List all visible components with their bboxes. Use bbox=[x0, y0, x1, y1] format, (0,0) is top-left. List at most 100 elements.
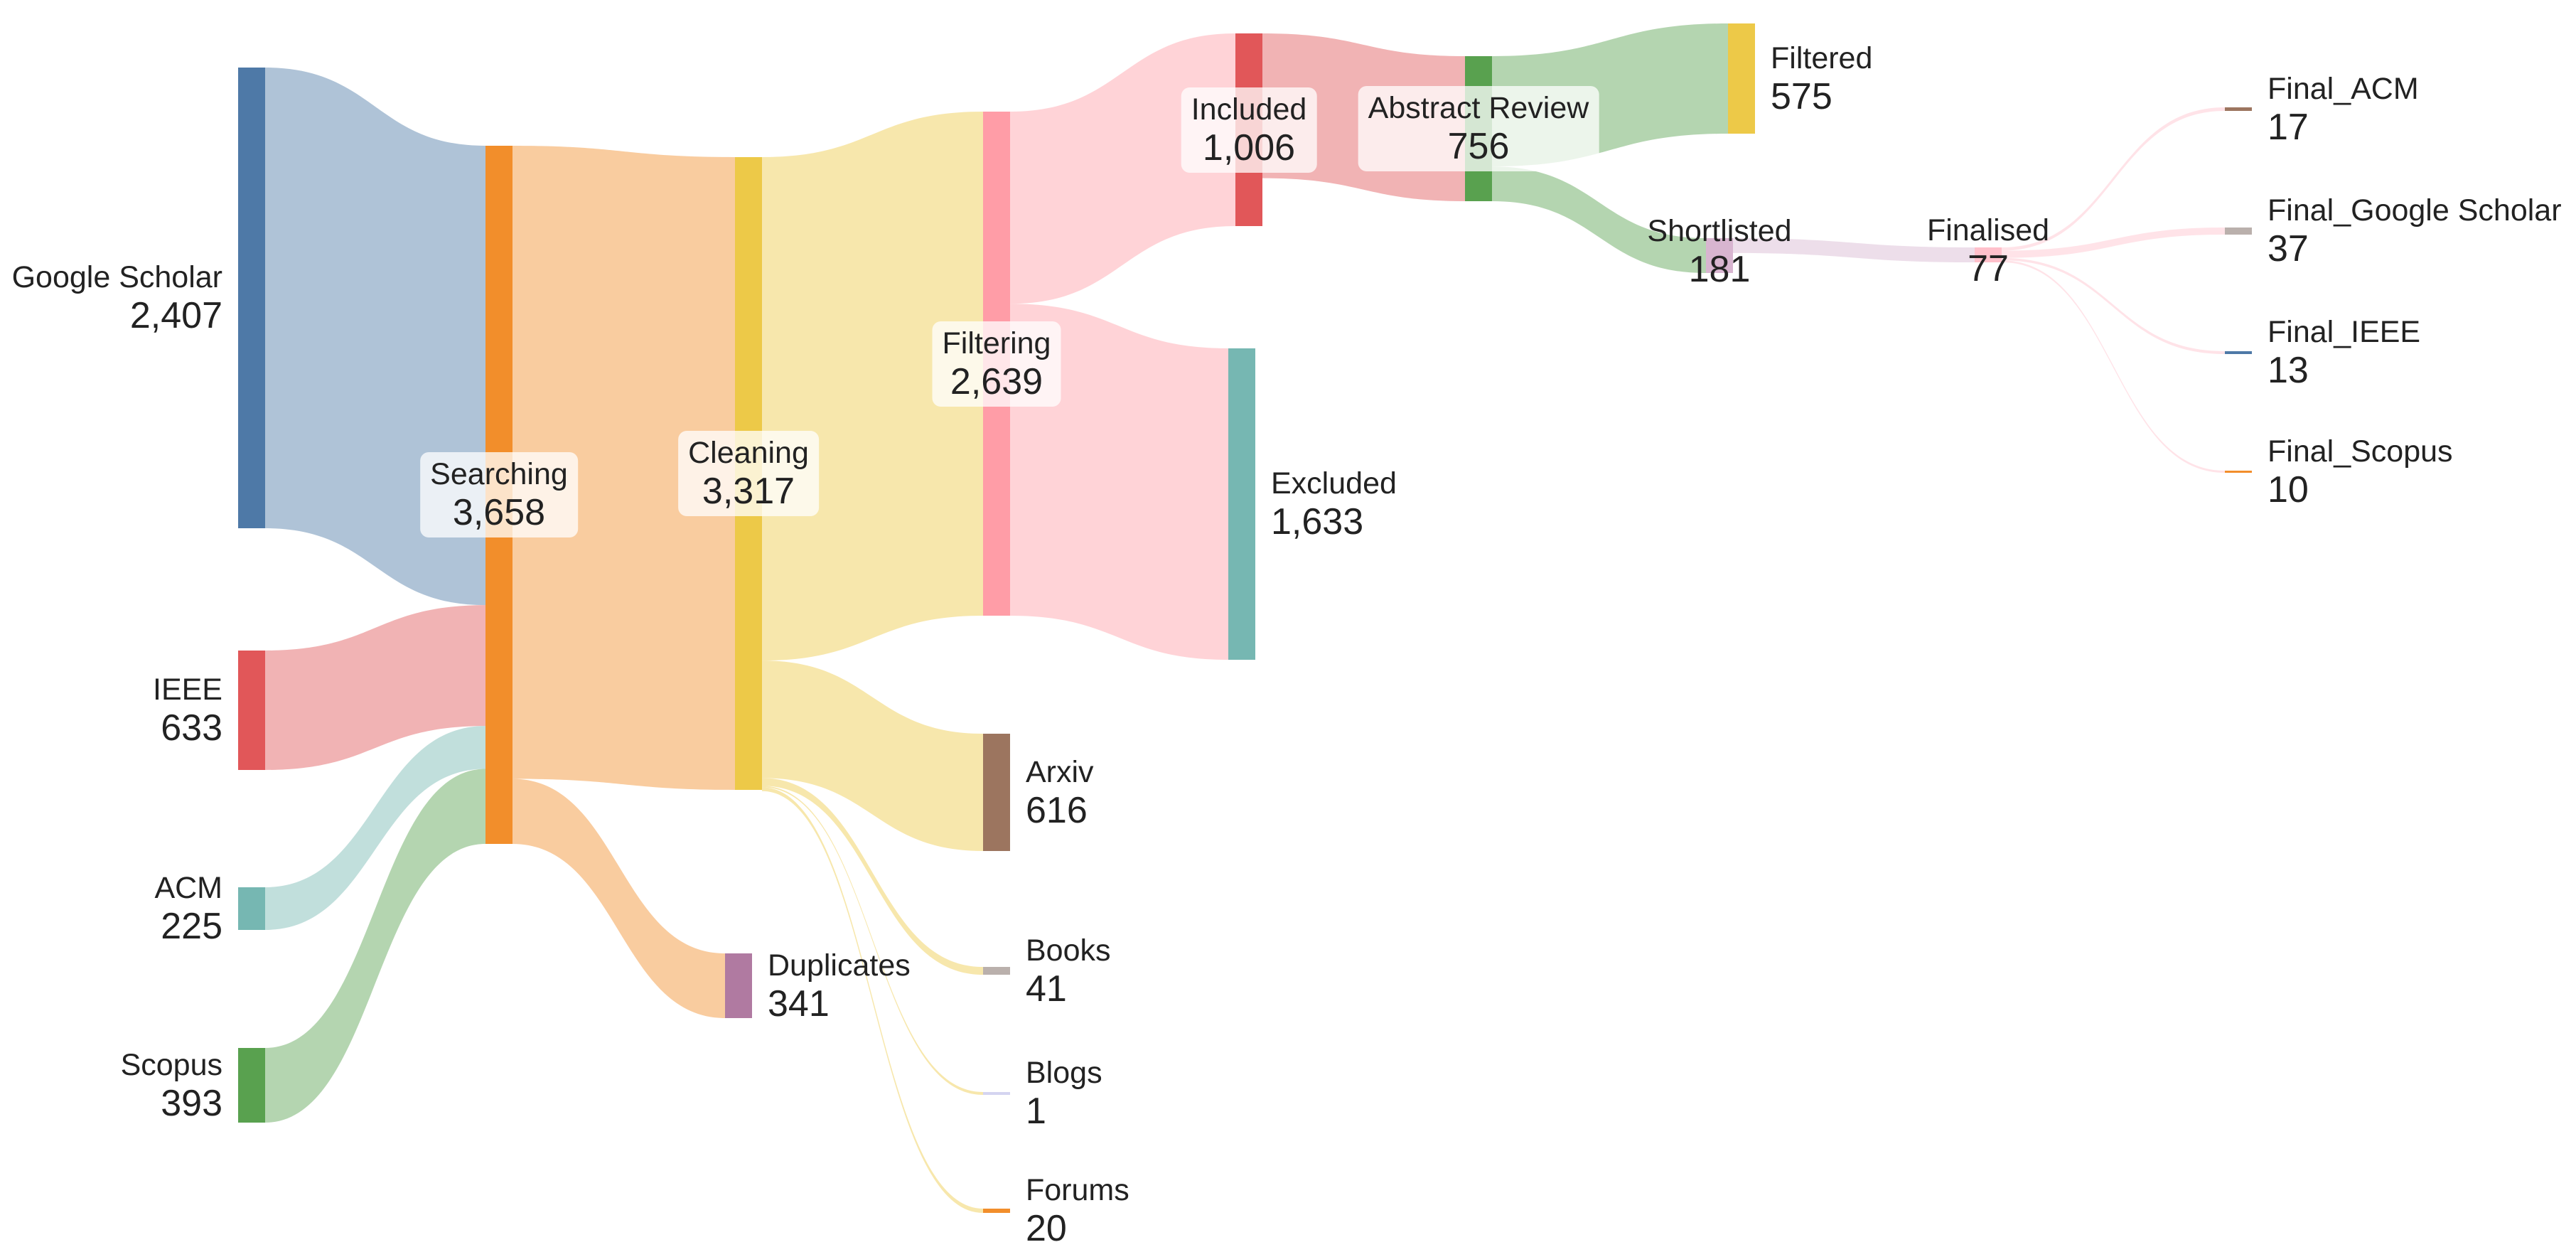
node-excluded[interactable] bbox=[1228, 348, 1255, 660]
node-count: 393 bbox=[161, 1082, 222, 1124]
node-final_acm[interactable] bbox=[2225, 107, 2252, 111]
node-acm[interactable] bbox=[238, 887, 265, 930]
node-label-filtered: Filtered 575 bbox=[1771, 41, 1872, 117]
node-label-books: Books 41 bbox=[1026, 933, 1111, 1010]
node-filtered[interactable] bbox=[1728, 23, 1755, 134]
node-forums[interactable] bbox=[983, 1209, 1010, 1213]
node-name: Final_Scopus bbox=[2268, 434, 2453, 469]
node-final_scopus[interactable] bbox=[2225, 471, 2252, 473]
node-label-shortlisted: Shortlisted 181 bbox=[1647, 213, 1791, 290]
link-cleaning-to-forums bbox=[762, 787, 983, 1213]
link-finalised-to-final_gs bbox=[2002, 228, 2225, 258]
node-label-blogs: Blogs 1 bbox=[1026, 1055, 1102, 1132]
node-scopus[interactable] bbox=[238, 1048, 265, 1123]
node-name: Searching bbox=[430, 457, 568, 491]
node-count: 77 bbox=[1968, 247, 2009, 289]
node-count: 2,407 bbox=[129, 295, 222, 336]
node-count: 616 bbox=[1026, 789, 1088, 831]
link-finalised-to-final_ieee bbox=[2002, 257, 2225, 354]
node-label-ieee: IEEE 633 bbox=[153, 672, 222, 749]
link-filtering-to-excluded bbox=[1010, 304, 1228, 660]
node-name: Books bbox=[1026, 933, 1111, 968]
node-label-abstract: Abstract Review 756 bbox=[1358, 86, 1599, 171]
node-name: Arxiv bbox=[1026, 754, 1094, 789]
node-duplicates[interactable] bbox=[725, 953, 752, 1018]
link-scopus-to-searching bbox=[265, 769, 485, 1123]
link-filtering-to-included bbox=[1010, 33, 1235, 304]
node-count: 633 bbox=[161, 707, 222, 749]
node-count: 41 bbox=[1026, 968, 1067, 1010]
node-label-arxiv: Arxiv 616 bbox=[1026, 754, 1094, 831]
node-final_gs[interactable] bbox=[2225, 228, 2252, 235]
node-label-excluded: Excluded 1,633 bbox=[1271, 466, 1397, 542]
link-cleaning-to-books bbox=[762, 778, 983, 975]
node-final_ieee[interactable] bbox=[2225, 351, 2252, 354]
node-count: 37 bbox=[2268, 228, 2309, 269]
node-name: Abstract Review bbox=[1368, 91, 1589, 125]
sankey-links bbox=[265, 23, 2225, 1213]
node-label-final_acm: Final_ACM 17 bbox=[2268, 71, 2419, 148]
node-blogs[interactable] bbox=[983, 1092, 1010, 1095]
node-count: 181 bbox=[1688, 248, 1751, 290]
node-count: 1,633 bbox=[1271, 501, 1364, 542]
node-label-finalised: Finalised 77 bbox=[1927, 213, 2049, 289]
sankey-nodes bbox=[238, 23, 2252, 1213]
link-finalised-to-final_acm bbox=[2002, 107, 2225, 251]
node-count: 756 bbox=[1447, 126, 1510, 167]
link-shortlisted-to-finalised bbox=[1733, 238, 1975, 262]
node-name: Excluded bbox=[1271, 466, 1397, 501]
node-count: 3,317 bbox=[702, 471, 795, 512]
link-finalised-to-final_scopus bbox=[2002, 260, 2225, 473]
link-cleaning-to-blogs bbox=[762, 786, 983, 1095]
link-ieee-to-searching bbox=[265, 605, 485, 770]
node-name: Scopus bbox=[120, 1047, 222, 1082]
link-cleaning-to-arxiv bbox=[762, 660, 983, 851]
node-name: Forums bbox=[1026, 1173, 1129, 1207]
node-name: Filtered bbox=[1771, 41, 1873, 75]
node-count: 10 bbox=[2268, 469, 2309, 510]
node-count: 225 bbox=[161, 906, 222, 947]
node-name: Final_Google Scholar bbox=[2268, 193, 2562, 228]
node-count: 20 bbox=[1026, 1208, 1067, 1249]
node-name: Shortlisted bbox=[1647, 213, 1792, 248]
node-name: Google Scholar bbox=[11, 260, 222, 294]
node-name: Included bbox=[1191, 92, 1307, 127]
node-name: Finalised bbox=[1926, 213, 2050, 247]
node-shortlisted[interactable] bbox=[1706, 238, 1733, 273]
link-cleaning-to-filtering bbox=[762, 112, 983, 661]
node-label-acm: ACM 225 bbox=[154, 870, 222, 947]
node-name: Final_IEEE bbox=[2268, 315, 2421, 349]
node-label-final_scopus: Final_Scopus 10 bbox=[2268, 434, 2453, 510]
node-name: Blogs bbox=[1026, 1056, 1102, 1090]
node-count: 1,006 bbox=[1202, 127, 1296, 168]
node-count: 2,639 bbox=[950, 360, 1043, 402]
node-name: Duplicates bbox=[768, 948, 911, 983]
node-label-final_ieee: Final_IEEE 13 bbox=[2268, 314, 2420, 391]
node-name: Filtering bbox=[942, 326, 1051, 360]
node-ieee[interactable] bbox=[238, 651, 265, 770]
node-count: 3,658 bbox=[452, 492, 546, 533]
node-count: 341 bbox=[768, 983, 830, 1024]
link-abstract-to-shortlisted bbox=[1492, 166, 1706, 273]
node-name: Final_ACM bbox=[2268, 71, 2419, 106]
node-label-filtering: Filtering 2,639 bbox=[932, 321, 1061, 407]
node-books[interactable] bbox=[983, 967, 1010, 975]
node-name: Cleaning bbox=[688, 436, 809, 470]
node-label-scopus: Scopus 393 bbox=[121, 1047, 222, 1124]
node-count: 17 bbox=[2268, 106, 2309, 148]
node-label-final_gs: Final_Google Scholar 37 bbox=[2268, 193, 2562, 269]
node-label-duplicates: Duplicates 341 bbox=[768, 948, 911, 1024]
node-label-gs: Google Scholar 2,407 bbox=[12, 260, 222, 336]
node-label-cleaning: Cleaning 3,317 bbox=[678, 431, 819, 516]
node-gs[interactable] bbox=[238, 68, 265, 528]
node-label-searching: Searching 3,658 bbox=[420, 452, 578, 537]
node-label-included: Included 1,006 bbox=[1181, 87, 1317, 173]
link-acm-to-searching bbox=[265, 726, 485, 930]
link-searching-to-duplicates bbox=[512, 779, 725, 1018]
node-name: ACM bbox=[154, 871, 222, 905]
node-finalised[interactable] bbox=[1975, 247, 2002, 262]
node-count: 1 bbox=[1026, 1091, 1046, 1132]
node-arxiv[interactable] bbox=[983, 734, 1010, 851]
node-name: IEEE bbox=[153, 673, 222, 707]
